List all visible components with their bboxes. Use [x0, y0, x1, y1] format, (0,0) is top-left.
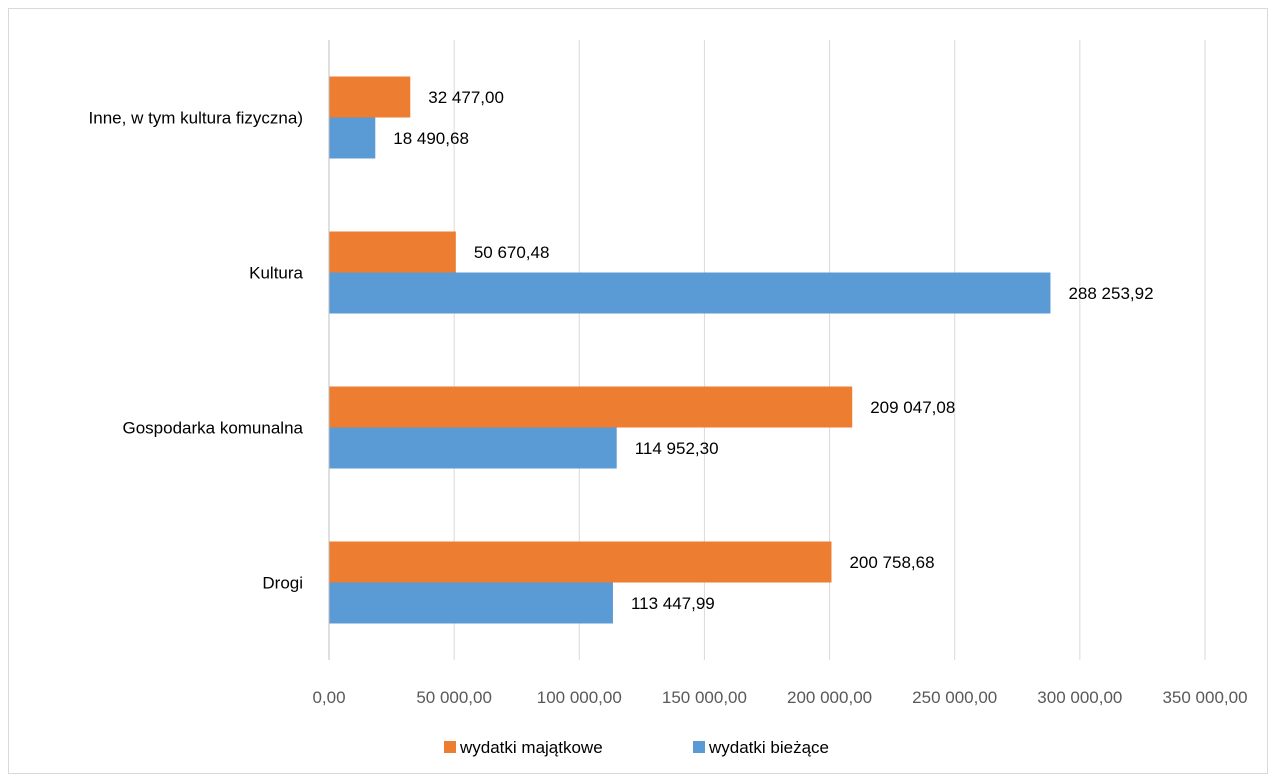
legend-label: wydatki bieżące [708, 738, 829, 757]
x-tick-labels: 0,00 50 000,00 100 000,00 150 000,00 200 000… [312, 688, 1247, 707]
x-tick-label: 350 000,00 [1162, 688, 1247, 707]
legend-swatch [693, 741, 705, 753]
data-label: 288 253,92 [1068, 284, 1153, 303]
data-label: 209 047,08 [870, 398, 955, 417]
category-labels: Drogi Gospodarka komunalna Kultura Inne, w … [89, 109, 304, 593]
data-label: 113 447,99 [631, 594, 715, 613]
bar-wydatki-biezace [329, 582, 613, 624]
bar-wydatki-majatkowe [329, 541, 832, 583]
legend-swatch [444, 741, 456, 753]
bar-wydatki-majatkowe [329, 231, 456, 273]
x-tick-label: 150 000,00 [662, 688, 747, 707]
data-label: 50 670,48 [474, 243, 550, 262]
bar-wydatki-biezace [329, 117, 376, 159]
x-tick-label: 50 000,00 [416, 688, 492, 707]
x-tick-label: 100 000,00 [537, 688, 622, 707]
bar-wydatki-biezace [329, 427, 617, 469]
category-label: Inne, w tym kultura fizyczna) [89, 109, 303, 128]
category-label: Kultura [249, 264, 303, 283]
legend: wydatki majątkowe wydatki bieżące [444, 738, 829, 757]
category-label: Drogi [262, 574, 303, 593]
bar-wydatki-majatkowe [329, 386, 853, 428]
data-labels: 200 758,68 113 447,99 209 047,08 114 952,30… [393, 88, 1153, 613]
data-label: 114 952,30 [635, 439, 719, 458]
category-label: Gospodarka komunalna [122, 419, 303, 438]
x-tick-label: 0,00 [312, 688, 345, 707]
legend-label: wydatki majątkowe [459, 738, 603, 757]
data-label: 32 477,00 [428, 88, 504, 107]
x-tick-label: 200 000,00 [787, 688, 872, 707]
bar-wydatki-majatkowe [329, 76, 411, 118]
data-label: 18 490,68 [393, 129, 469, 148]
data-label: 200 758,68 [849, 553, 934, 572]
bar-wydatki-biezace [329, 272, 1051, 314]
bars [329, 76, 1051, 624]
x-tick-label: 250 000,00 [912, 688, 997, 707]
x-tick-label: 300 000,00 [1037, 688, 1122, 707]
